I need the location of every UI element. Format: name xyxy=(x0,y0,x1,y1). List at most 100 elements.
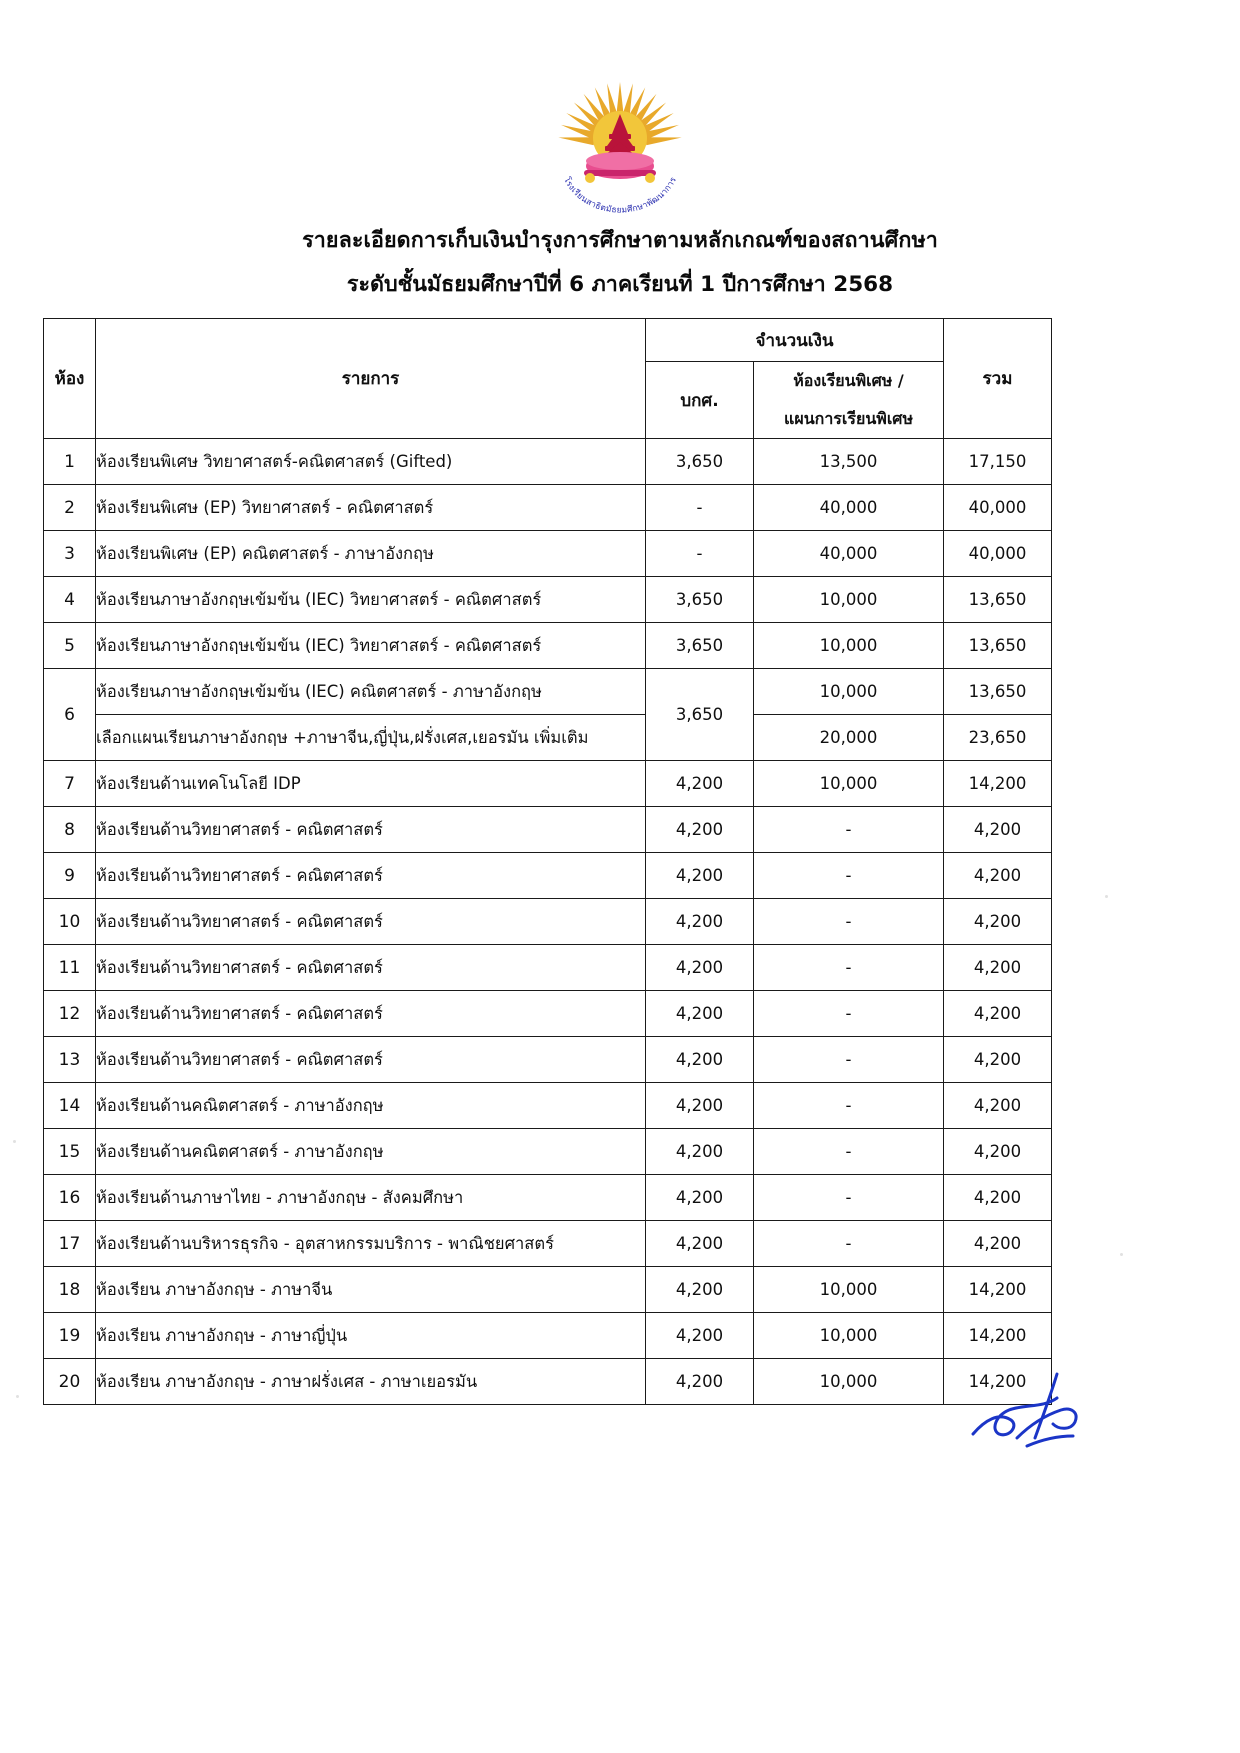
cell-item: ห้องเรียนด้านบริหารธุรกิจ - อุตสาหกรรมบร… xyxy=(95,1220,646,1267)
scan-speck xyxy=(1105,895,1108,898)
cell-total: 4,200 xyxy=(943,806,1052,853)
cell-bks: - xyxy=(645,530,754,577)
cell-special: - xyxy=(753,1220,944,1267)
table-row: 11 ห้องเรียนด้านวิทยาศาสตร์ - คณิตศาสตร์… xyxy=(43,944,1052,991)
cell-room: 7 xyxy=(43,760,96,807)
table-row: 19 ห้องเรียน ภาษาอังกฤษ - ภาษาญี่ปุ่น 4,… xyxy=(43,1312,1052,1359)
cell-special: 20,000 xyxy=(753,714,944,761)
cell-room: 12 xyxy=(43,990,96,1037)
cell-room: 3 xyxy=(43,530,96,577)
header-amount-group: จำนวนเงิน xyxy=(645,318,944,362)
cell-special: 10,000 xyxy=(753,576,944,623)
cell-special: 13,500 xyxy=(753,438,944,485)
table-row: 4 ห้องเรียนภาษาอังกฤษเข้มข้น (IEC) วิทยา… xyxy=(43,576,1052,623)
cell-total: 4,200 xyxy=(943,1128,1052,1175)
cell-bks: 4,200 xyxy=(645,1358,754,1405)
cell-bks: 4,200 xyxy=(645,1266,754,1313)
cell-item: ห้องเรียนด้านคณิตศาสตร์ - ภาษาอังกฤษ xyxy=(95,1128,646,1175)
cell-item: ห้องเรียนภาษาอังกฤษเข้มข้น (IEC) วิทยาศา… xyxy=(95,622,646,669)
cell-room: 2 xyxy=(43,484,96,531)
header-row-bottom: แผนการเรียนพิเศษ xyxy=(44,400,1052,439)
cell-item: ห้องเรียน ภาษาอังกฤษ - ภาษาจีน xyxy=(95,1266,646,1313)
cell-special: - xyxy=(753,852,944,899)
cell-room: 9 xyxy=(43,852,96,899)
school-emblem-icon: โรงเรียนสาธิตมัธยมศึกษาพัฒนาการ xyxy=(545,78,695,223)
cell-room: 8 xyxy=(43,806,96,853)
table-row: 13 ห้องเรียนด้านวิทยาศาสตร์ - คณิตศาสตร์… xyxy=(43,1036,1052,1083)
cell-room: 20 xyxy=(43,1358,96,1405)
document-title: รายละเอียดการเก็บเงินบำรุงการศึกษาตามหลั… xyxy=(302,228,938,253)
document-subtitle: ระดับชั้นมัธยมศึกษาปีที่ 6 ภาคเรียนที่ 1… xyxy=(346,271,894,297)
cell-special: - xyxy=(753,1082,944,1129)
table-row: 8 ห้องเรียนด้านวิทยาศาสตร์ - คณิตศาสตร์ … xyxy=(43,806,1052,853)
cell-bks: 3,650 xyxy=(645,668,754,761)
fee-table-container: ห้อง รายการ จำนวนเงิน รวม บกศ. ห้องเรียน… xyxy=(43,318,1052,1405)
cell-total: 13,650 xyxy=(943,622,1052,669)
cell-room: 19 xyxy=(43,1312,96,1359)
cell-bks: 4,200 xyxy=(645,1082,754,1129)
cell-item: ห้องเรียน ภาษาอังกฤษ - ภาษาญี่ปุ่น xyxy=(95,1312,646,1359)
cell-room: 18 xyxy=(43,1266,96,1313)
scan-speck xyxy=(13,1140,16,1143)
cell-room: 14 xyxy=(43,1082,96,1129)
cell-special: 10,000 xyxy=(753,622,944,669)
table-head: ห้อง รายการ จำนวนเงิน รวม บกศ. ห้องเรียน… xyxy=(43,318,1052,439)
cell-special: 10,000 xyxy=(753,1312,944,1359)
cell-special: - xyxy=(753,990,944,1037)
cell-total: 4,200 xyxy=(943,1036,1052,1083)
cell-bks: 4,200 xyxy=(645,898,754,945)
cell-total: 4,200 xyxy=(943,898,1052,945)
cell-total: 13,650 xyxy=(943,668,1052,715)
emblem-ring-text: โรงเรียนสาธิตมัธยมศึกษาพัฒนาการ xyxy=(561,175,679,215)
cell-item: ห้องเรียนภาษาอังกฤษเข้มข้น (IEC) คณิตศาส… xyxy=(95,668,646,715)
svg-text:โรงเรียนสาธิตมัธยมศึกษาพัฒนากา: โรงเรียนสาธิตมัธยมศึกษาพัฒนาการ xyxy=(561,175,679,215)
header-special-line2: แผนการเรียนพิเศษ xyxy=(753,400,944,439)
emblem-container: โรงเรียนสาธิตมัธยมศึกษาพัฒนาการ xyxy=(0,78,1240,223)
table-row: 17 ห้องเรียนด้านบริหารธุรกิจ - อุตสาหกรร… xyxy=(43,1220,1052,1267)
cell-room: 1 xyxy=(43,438,96,485)
cell-special: 40,000 xyxy=(753,484,944,531)
scan-speck xyxy=(16,1395,19,1398)
cell-bks: 4,200 xyxy=(645,990,754,1037)
cell-bks: 4,200 xyxy=(645,1128,754,1175)
table-row: 15 ห้องเรียนด้านคณิตศาสตร์ - ภาษาอังกฤษ … xyxy=(43,1128,1052,1175)
cell-special: - xyxy=(753,806,944,853)
table-row: 2 ห้องเรียนพิเศษ (EP) วิทยาศาสตร์ - คณิต… xyxy=(43,484,1052,531)
cell-item: ห้องเรียนพิเศษ วิทยาศาสตร์-คณิตศาสตร์ (G… xyxy=(95,438,646,485)
cell-total: 4,200 xyxy=(943,990,1052,1037)
table-row: 12 ห้องเรียนด้านวิทยาศาสตร์ - คณิตศาสตร์… xyxy=(43,990,1052,1037)
cell-bks: 4,200 xyxy=(645,806,754,853)
cell-bks: 3,650 xyxy=(645,576,754,623)
cell-item: เลือกแผนเรียนภาษาอังกฤษ +ภาษาจีน,ญี่ปุ่น… xyxy=(95,714,646,761)
cell-room: 11 xyxy=(43,944,96,991)
header-row-top: ห้อง รายการ จำนวนเงิน รวม xyxy=(43,318,1052,439)
cell-item: ห้องเรียนด้านภาษาไทย - ภาษาอังกฤษ - สังค… xyxy=(95,1174,646,1221)
cell-room: 17 xyxy=(43,1220,96,1267)
cell-item: ห้องเรียนด้านคณิตศาสตร์ - ภาษาอังกฤษ xyxy=(95,1082,646,1129)
cell-total: 4,200 xyxy=(943,852,1052,899)
table-row-6a: 6 ห้องเรียนภาษาอังกฤษเข้มข้น (IEC) คณิตศ… xyxy=(43,668,1052,761)
cell-room: 15 xyxy=(43,1128,96,1175)
cell-bks: 3,650 xyxy=(645,438,754,485)
cell-item: ห้องเรียนด้านวิทยาศาสตร์ - คณิตศาสตร์ xyxy=(95,944,646,991)
cell-total: 14,200 xyxy=(943,760,1052,807)
cell-bks: 4,200 xyxy=(645,1312,754,1359)
table-row: 16 ห้องเรียนด้านภาษาไทย - ภาษาอังกฤษ - ส… xyxy=(43,1174,1052,1221)
fee-table: ห้อง รายการ จำนวนเงิน รวม บกศ. ห้องเรียน… xyxy=(43,318,1052,1405)
cell-item: ห้องเรียนด้านวิทยาศาสตร์ - คณิตศาสตร์ xyxy=(95,1036,646,1083)
table-row: 7 ห้องเรียนด้านเทคโนโลยี IDP 4,200 10,00… xyxy=(43,760,1052,807)
cell-special: 10,000 xyxy=(753,668,944,715)
table-row-6b: เลือกแผนเรียนภาษาอังกฤษ +ภาษาจีน,ญี่ปุ่น… xyxy=(44,714,1052,761)
cell-special: 10,000 xyxy=(753,1358,944,1405)
table-row: 10 ห้องเรียนด้านวิทยาศาสตร์ - คณิตศาสตร์… xyxy=(43,898,1052,945)
cell-total: 40,000 xyxy=(943,530,1052,577)
cell-total: 40,000 xyxy=(943,484,1052,531)
cell-special: 10,000 xyxy=(753,760,944,807)
cell-bks: 4,200 xyxy=(645,760,754,807)
cell-room: 6 xyxy=(43,668,96,761)
cell-item: ห้องเรียน ภาษาอังกฤษ - ภาษาฝรั่งเศส - ภา… xyxy=(95,1358,646,1405)
cell-item: ห้องเรียนด้านวิทยาศาสตร์ - คณิตศาสตร์ xyxy=(95,806,646,853)
cell-bks: 4,200 xyxy=(645,944,754,991)
header-special-line1: ห้องเรียนพิเศษ / xyxy=(753,361,944,400)
